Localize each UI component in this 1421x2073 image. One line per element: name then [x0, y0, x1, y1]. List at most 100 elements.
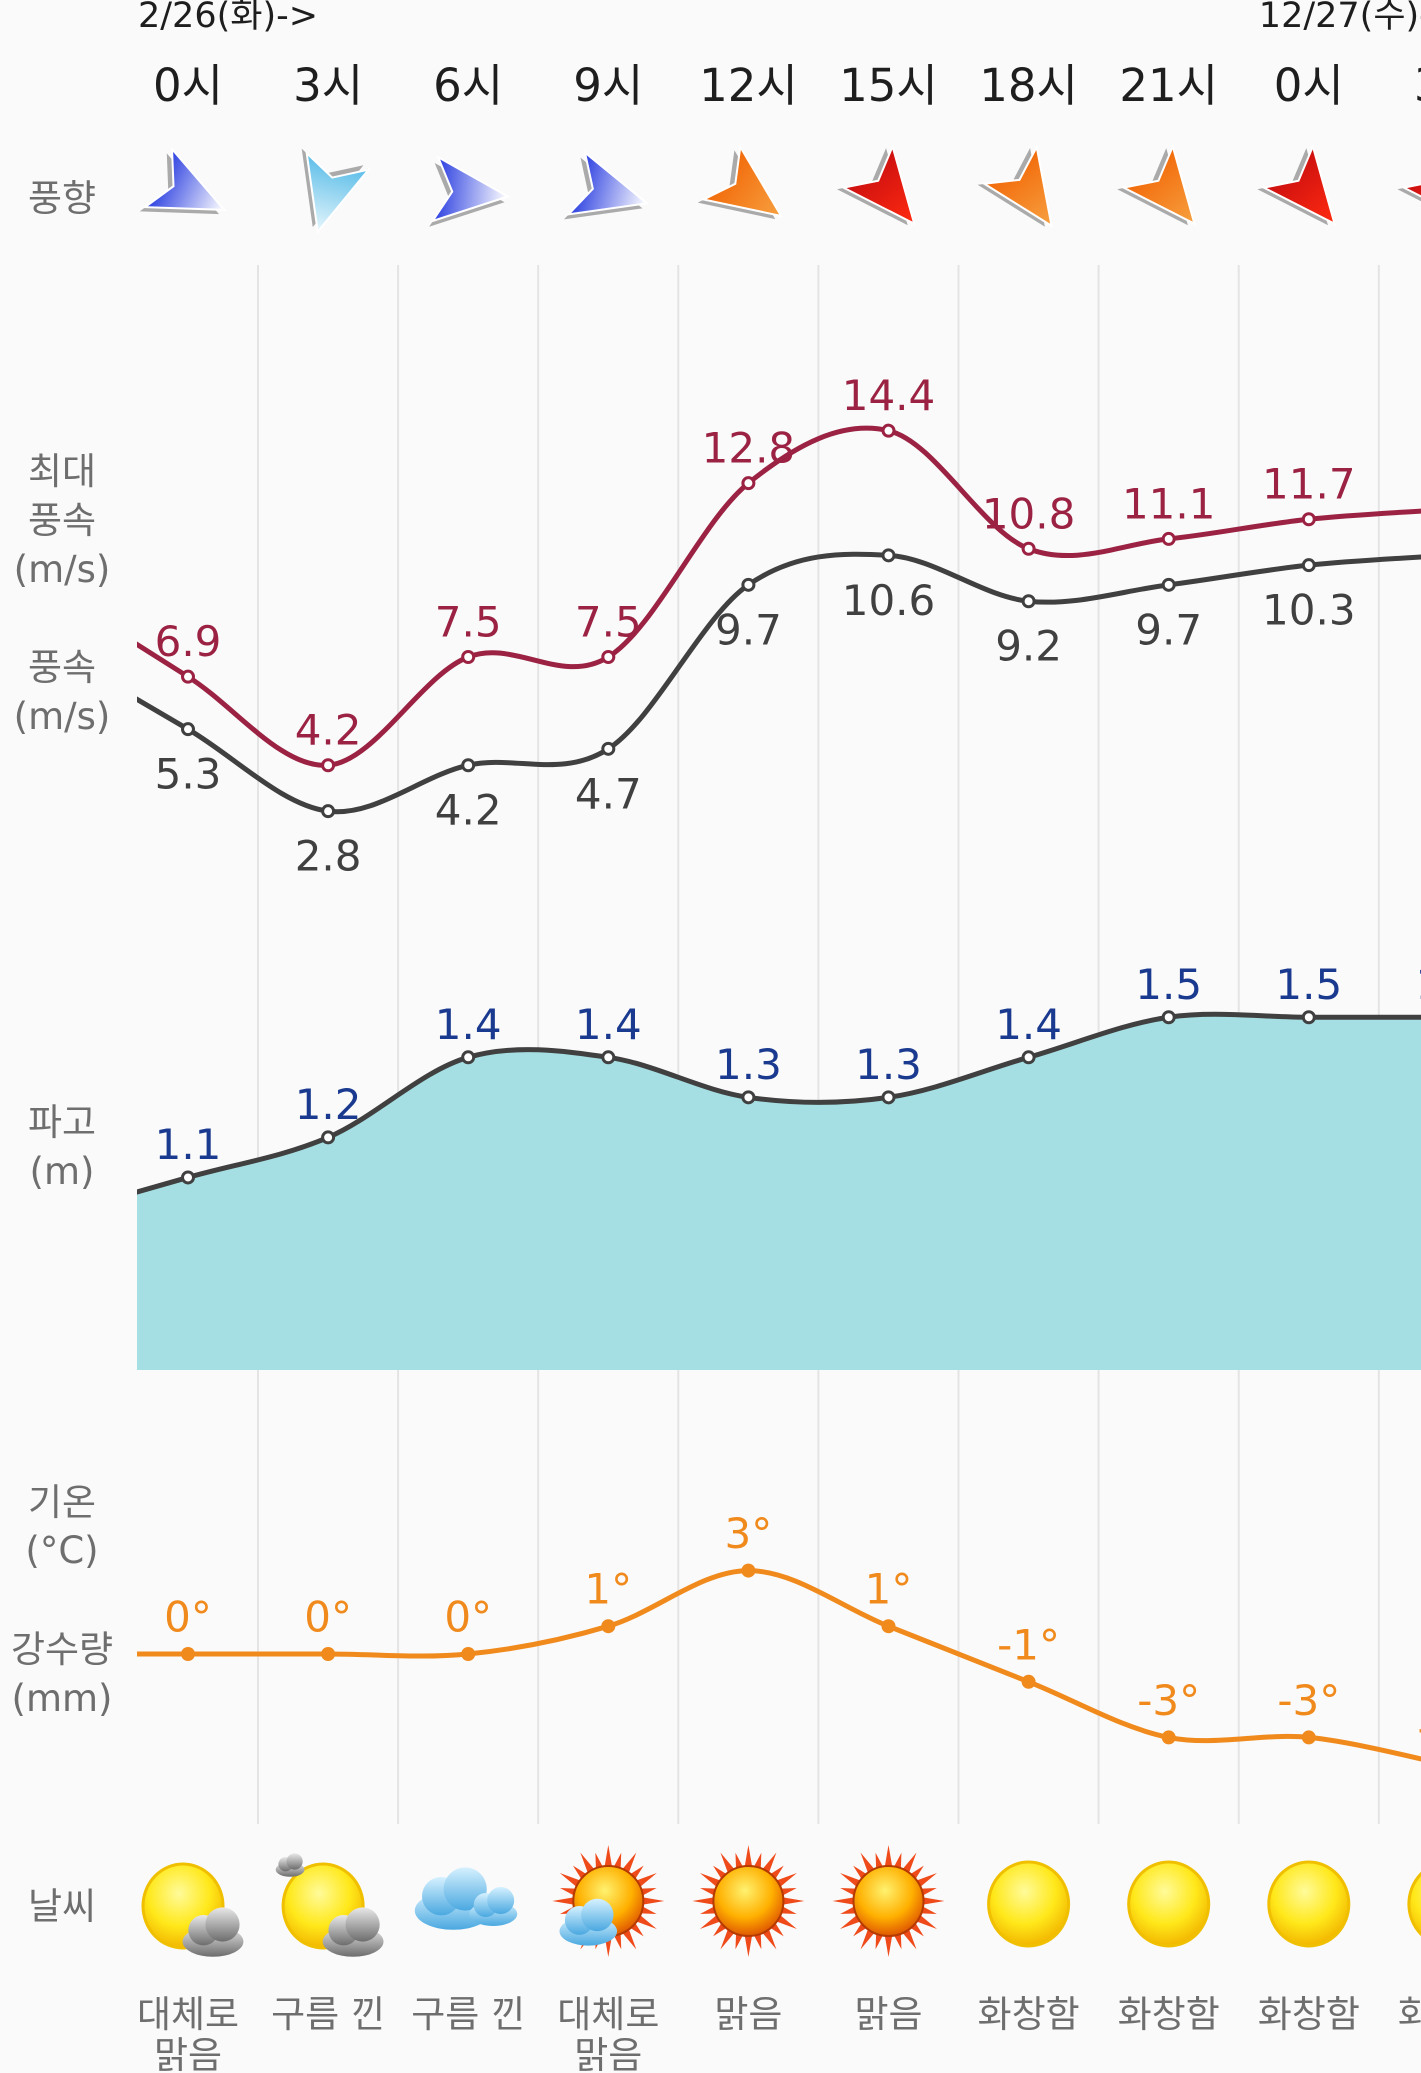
temperature-value-label: -4° [1417, 1704, 1421, 1753]
wind-speed-point [601, 741, 616, 756]
max-wind-speed-point [1161, 531, 1176, 546]
cloud-part [286, 1853, 303, 1870]
row-label-weather: 날씨 [28, 1885, 96, 1928]
temperature-value-label: 1° [584, 1565, 632, 1614]
weather-label: 맑음 [714, 1993, 782, 2036]
weather-label: 맑음 [574, 2034, 642, 2073]
hour-label: 21시 [1119, 59, 1218, 112]
max-wind-speed-point [601, 650, 616, 664]
cloud-icon [469, 1887, 518, 1926]
header: 2/26(화)-> 12/27(수)-> 0시 3시 6시 9시 12시 15시 18시 21시 0… [138, 0, 1421, 112]
wind-speed-point [1301, 558, 1316, 573]
arrow-shape [840, 143, 916, 226]
hour-label: 15시 [839, 59, 938, 112]
row-label-wind-dir: 풍향 [28, 177, 96, 220]
sun-icon [1407, 1871, 1421, 1937]
weather-sun-icon [1267, 1860, 1351, 1948]
arrow-shadow [1397, 148, 1421, 226]
arrow-shape [700, 144, 784, 218]
hour-label: 6시 [433, 59, 503, 112]
sun-icon [712, 1865, 785, 1937]
weather-label: 화창함 [1258, 1993, 1360, 2036]
temperature-line [137, 1568, 1421, 1762]
temperature-value-label: -1° [997, 1620, 1060, 1669]
wave-height-point [1161, 1010, 1176, 1025]
wave-height-value-label: 1.5 [1275, 960, 1342, 1009]
max-wind-speed-value-label: 11.1 [1122, 479, 1216, 528]
wave-height-value-label: 1.2 [295, 1080, 362, 1129]
wind-direction-arrow-icon [563, 149, 650, 220]
wind-speed-point [1161, 577, 1176, 592]
wave-height-point [181, 1170, 195, 1185]
temperature-point [1021, 1674, 1036, 1689]
wind-direction-arrow-icon [697, 144, 784, 220]
wave-height-area [137, 1014, 1421, 1370]
wave-height-point [601, 1050, 616, 1065]
weather-sun-icon [987, 1860, 1071, 1948]
row-label-max-speed: 풍속 [28, 499, 96, 542]
arrow-shape [981, 144, 1053, 228]
temperature-value-label: 3° [725, 1509, 773, 1558]
max-wind-speed-value-label: 4.2 [295, 706, 362, 755]
temperature-value-label: -3° [1137, 1676, 1200, 1725]
cloud-icon [182, 1907, 244, 1957]
row-label-temp: (°C) [25, 1529, 98, 1572]
wind-speed-value-label: 9.7 [1135, 605, 1202, 654]
hour-label: 0시 [153, 59, 223, 112]
max-wind-speed-value-label: 7.5 [575, 598, 642, 647]
wave-height-value-label: 1.1 [155, 1120, 222, 1169]
max-wind-speed-value-label: 7.5 [435, 598, 502, 647]
max-wind-speed-point [321, 758, 336, 773]
wind-speed-value-label: 9.2 [995, 622, 1062, 671]
wind-speed-value-label: 10.3 [1262, 586, 1356, 635]
date-label: 2/26(화)-> [138, 0, 318, 36]
temperature-point [601, 1619, 616, 1634]
temperature-point [461, 1647, 476, 1661]
arrow-shape [565, 149, 650, 216]
temperature-value-label: -3° [1277, 1676, 1340, 1725]
wave-height-point [881, 1090, 896, 1105]
sun-icon [1127, 1860, 1211, 1948]
max-wind-speed-value-label: 11.7 [1262, 460, 1356, 509]
wind-direction-arrow-icon [977, 144, 1053, 228]
wind-speed-value-label: 9.7 [715, 605, 782, 654]
sun-icon [1267, 1860, 1351, 1948]
wind-speed-point [741, 577, 756, 592]
arrow-shape [1120, 143, 1196, 226]
row-label-max-speed: (m/s) [14, 548, 111, 591]
row-label-rain: 강수량 [11, 1628, 113, 1671]
row-label-temp: 기온 [28, 1481, 96, 1524]
sun-icon [852, 1865, 925, 1937]
weather-label: 화창함 [1398, 1993, 1421, 2036]
cloud-part [487, 1887, 515, 1914]
wind-direction-arrow-icon [1257, 143, 1337, 226]
wind-direction-arrow-icon [1397, 143, 1421, 226]
weather-sunburst-icon [832, 1845, 945, 1957]
max-wind-speed-value-label: 6.9 [155, 617, 222, 666]
hour-label: 12시 [699, 59, 798, 112]
wind-speed-value-label: 5.3 [155, 750, 222, 799]
wave-height-point [741, 1090, 756, 1105]
wind-speed-value-label: 4.2 [435, 786, 502, 835]
cloud-part [205, 1907, 240, 1942]
date-label: 12/27(수)-> [1259, 0, 1421, 36]
wave-height-value-label: 1.3 [715, 1040, 782, 1089]
wave-height-value-label: 1.4 [435, 1000, 502, 1049]
cloud-part [581, 1898, 614, 1932]
weather-cloud-blue-icon [414, 1867, 518, 1930]
small-cloud-icon [275, 1853, 305, 1877]
max-wind-speed-point [881, 423, 896, 438]
temperature-point [181, 1647, 195, 1661]
wind-direction-arrow-icon [301, 148, 372, 235]
temperature-point [321, 1647, 336, 1661]
weather-label: 맑음 [154, 2034, 222, 2073]
wave-height-value-label: 1.4 [575, 1000, 642, 1049]
cloud-icon [322, 1907, 384, 1957]
wind-speed-point [321, 804, 336, 819]
max-wind-speed-point [741, 476, 756, 491]
weather-label: 맑음 [854, 1993, 922, 2036]
row-label-max-speed: 최대 [28, 450, 96, 493]
wave-height-point [461, 1050, 476, 1065]
